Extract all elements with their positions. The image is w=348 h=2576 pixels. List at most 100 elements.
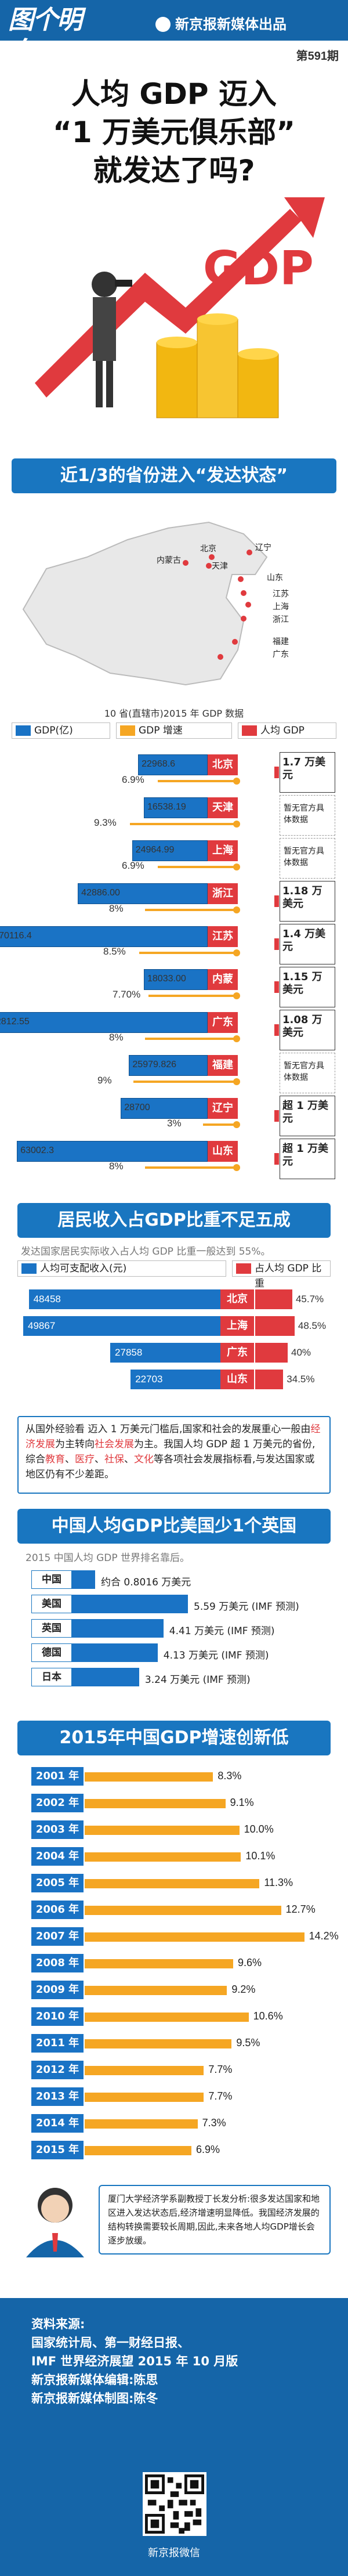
- gdp-bar: [0, 1012, 208, 1033]
- growth-rate-label: 6.9%: [122, 774, 144, 785]
- province-label: 内蒙古: [208, 969, 238, 1006]
- header-bar: 图个明白 新京报新媒体出品: [0, 0, 348, 66]
- growth-bar: [85, 1799, 226, 1808]
- country-row: 日本 3.24 万美元 (IMF 预测): [31, 1668, 321, 1686]
- ratio-bar: [255, 1316, 295, 1336]
- country-row: 中国 约合 0.8016 万美元: [31, 1570, 321, 1589]
- gdp-bar: [144, 797, 208, 818]
- growth-value-label: 8.3%: [217, 1770, 242, 1782]
- gdp-value-label: 28700: [124, 1103, 150, 1112]
- per-capita-marker: [274, 981, 279, 993]
- growth-rate-label: 6.9%: [122, 860, 144, 871]
- year-label: 2014 年: [31, 2114, 84, 2133]
- province-label: 山东: [208, 1141, 238, 1162]
- year-row: 2005 年 11.3%: [31, 1874, 333, 1892]
- growth-value-label: 14.2%: [309, 1930, 339, 1942]
- year-row: 2004 年 10.1%: [31, 1847, 333, 1866]
- growth-bar: [85, 1879, 260, 1888]
- country-name: 美国: [31, 1595, 72, 1613]
- qr-code-icon[interactable]: [143, 2472, 206, 2536]
- growth-line: [158, 778, 240, 785]
- growth-rate-label: 7.70%: [113, 989, 141, 1000]
- logo: 图个明白: [8, 5, 82, 66]
- country-value-label: 4.41 万美元 (IMF 预测): [169, 1625, 275, 1637]
- growth-bar: [85, 1852, 241, 1862]
- growth-bar: [85, 1959, 233, 1968]
- country-bar: [72, 1595, 188, 1613]
- section4-banner: 2015年中国GDP增速创新低: [17, 1721, 331, 1755]
- income-province-label: 广东: [220, 1343, 254, 1363]
- growth-line: [203, 1121, 240, 1128]
- country-row: 英国 4.41 万美元 (IMF 预测): [31, 1619, 321, 1638]
- growth-line: [145, 1164, 240, 1171]
- growth-value-label: 6.9%: [196, 2144, 220, 2155]
- gdp-bar: [129, 1055, 208, 1076]
- gdp-value-label: 42886.00: [81, 888, 120, 898]
- growth-bar: [85, 2146, 191, 2155]
- ratio-bar: [255, 1370, 284, 1389]
- province-label: 福建: [208, 1055, 238, 1076]
- hero-illustration: GDP: [35, 197, 325, 418]
- year-label: 2004 年: [31, 1847, 84, 1866]
- year-row: 2008 年 9.6%: [31, 1954, 333, 1972]
- growth-value-label: 12.7%: [285, 1903, 316, 1915]
- year-row: 2013 年 7.7%: [31, 2087, 333, 2106]
- growth-rate-label: 8%: [109, 1032, 124, 1043]
- year-row: 2003 年 10.0%: [31, 1820, 333, 1839]
- income-value-label: 49867: [28, 1320, 56, 1331]
- map-label-5: 江苏: [273, 590, 289, 599]
- per-capita-box: 1.15 万美元: [274, 967, 335, 1007]
- per-capita-box: 1.18 万美元: [274, 881, 335, 922]
- country-bar: [72, 1643, 158, 1662]
- per-capita-box: 超 1 万美元: [274, 1139, 335, 1179]
- growth-line: [133, 1078, 240, 1085]
- growth-bar: [85, 1772, 213, 1782]
- growth-bar: [85, 2013, 249, 2022]
- year-label: 2007 年: [31, 1927, 84, 1946]
- year-label: 2001 年: [31, 1767, 84, 1786]
- per-capita-marker: [274, 1024, 279, 1036]
- income-bar: [23, 1316, 220, 1336]
- gdp-value-label: 63002.3: [20, 1146, 55, 1155]
- income-bar: [130, 1370, 220, 1389]
- country-name: 英国: [31, 1619, 72, 1638]
- economist-avatar-icon: [26, 2188, 84, 2257]
- gdp-bar: [132, 840, 208, 861]
- country-row: 美国 5.59 万美元 (IMF 预测): [31, 1595, 321, 1613]
- section1-banner: 近1/3的省份进入“发达状态”: [12, 458, 336, 493]
- province-label: 天津: [208, 797, 238, 818]
- growth-line: [145, 906, 240, 913]
- country-name: 日本: [31, 1668, 72, 1686]
- year-row: 2001 年 8.3%: [31, 1767, 333, 1786]
- title-line-2: “1 万美元俱乐部”: [53, 115, 295, 149]
- coin-stacks-icon: [156, 313, 279, 418]
- title-line-3: 就发达了吗?: [93, 154, 255, 187]
- growth-value-label: 10.0%: [244, 1823, 274, 1835]
- year-label: 2010 年: [31, 2007, 84, 2026]
- year-row: 2014 年 7.3%: [31, 2114, 333, 2133]
- map-label-3: 天津: [212, 562, 228, 571]
- gdp-bar: [0, 926, 208, 947]
- per-capita-marker: [274, 938, 279, 950]
- title-line-1: 人均 GDP 迈入: [71, 77, 277, 111]
- businessman-icon: [92, 272, 132, 407]
- country-bar: [72, 1619, 164, 1638]
- growth-value-label: 9.2%: [231, 1984, 256, 1995]
- gdp-bar: [17, 1141, 208, 1162]
- map-label-1: 北京: [200, 544, 216, 554]
- year-row: 2007 年 14.2%: [31, 1927, 339, 1946]
- country-value-label: 4.13 万美元 (IMF 预测): [163, 1650, 269, 1661]
- growth-bar: [85, 2119, 198, 2129]
- growth-value-label: 9.5%: [236, 2037, 260, 2048]
- editor-line: 新京报新媒体编辑:陈思: [31, 2373, 158, 2387]
- year-row: 2010 年 10.6%: [31, 2007, 333, 2026]
- map-label-2: 辽宁: [255, 543, 271, 552]
- growth-bar: [85, 2039, 232, 2048]
- growth-rate-label: 9%: [97, 1075, 112, 1086]
- year-label: 2011 年: [31, 2034, 84, 2053]
- growth-line: [139, 949, 240, 956]
- year-label: 2008 年: [31, 1954, 84, 1972]
- year-label: 2005 年: [31, 1874, 84, 1892]
- country-value-label: 5.59 万美元 (IMF 预测): [194, 1601, 299, 1613]
- rising-arrow-icon: [35, 209, 302, 398]
